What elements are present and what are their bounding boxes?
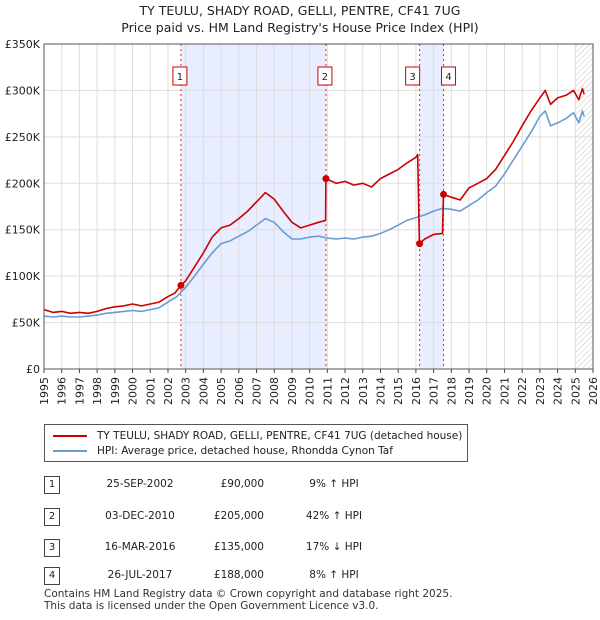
y-tick-label: £200K bbox=[5, 177, 41, 190]
x-tick-label: 2018 bbox=[445, 377, 458, 405]
x-tick-label: 1997 bbox=[73, 377, 86, 405]
sale-price: £188,000 bbox=[213, 569, 264, 581]
x-tick-label: 2007 bbox=[251, 377, 264, 405]
sales-row: 2 03-DEC-2010 £205,000 42% ↑ HPI bbox=[44, 508, 444, 528]
sale-number-box bbox=[172, 66, 188, 86]
x-tick-label: 2023 bbox=[534, 377, 547, 405]
x-tick-label: 1999 bbox=[109, 377, 122, 405]
forecast-hatch bbox=[575, 44, 593, 369]
x-tick-label: 2014 bbox=[374, 377, 387, 405]
x-tick-label: 2020 bbox=[481, 377, 494, 405]
sale-point bbox=[322, 175, 330, 183]
plot-border bbox=[43, 43, 594, 370]
footer-licence: This data is licensed under the Open Gov… bbox=[44, 600, 379, 612]
chart-title: TY TEULU, SHADY ROAD, GELLI, PENTRE, CF4… bbox=[0, 2, 600, 36]
sale-number-box bbox=[317, 66, 333, 86]
price-chart: £0 £50K £100K £150K £200K £250K £300K £350K 1995… bbox=[5, 38, 600, 405]
x-tick-label: 2003 bbox=[180, 377, 193, 405]
sale-price: £205,000 bbox=[213, 510, 264, 522]
x-tick-label: 2011 bbox=[321, 377, 334, 405]
y-tick-label: £0 bbox=[26, 363, 40, 376]
sale-date: 16-MAR-2016 bbox=[104, 541, 176, 553]
x-tick-label: 2019 bbox=[463, 377, 476, 405]
sale-date: 25-SEP-2002 bbox=[106, 478, 174, 490]
sale-number-box bbox=[441, 66, 457, 86]
y-tick-label: £250K bbox=[5, 131, 41, 144]
legend-item-hpi: HPI: Average price, detached house, Rhon… bbox=[53, 444, 393, 458]
sales-row: 3 16-MAR-2016 £135,000 17% ↓ HPI bbox=[44, 539, 444, 559]
legend: TY TEULU, SHADY ROAD, GELLI, PENTRE, CF4… bbox=[44, 424, 468, 462]
x-tick-label: 2001 bbox=[144, 377, 157, 405]
y-tick-label: £100K bbox=[5, 270, 41, 283]
series-line-property bbox=[43, 87, 585, 315]
legend-swatch-hpi bbox=[53, 450, 87, 452]
sale-date: 03-DEC-2010 bbox=[105, 510, 175, 522]
sale-number-badge: 2 bbox=[44, 508, 60, 526]
sale-hpi-comparison: 8% ↑ HPI bbox=[309, 569, 359, 581]
sale-number-label: 4 bbox=[445, 72, 451, 83]
x-tick-label: 2017 bbox=[428, 377, 441, 405]
sale-number-label: 2 bbox=[322, 72, 328, 83]
y-tick-label: £150K bbox=[5, 224, 41, 237]
sale-number-badge: 3 bbox=[44, 539, 60, 557]
x-tick-label: 2009 bbox=[286, 377, 299, 405]
x-tick-label: 1996 bbox=[56, 377, 69, 405]
title-line-2: Price paid vs. HM Land Registry's House … bbox=[121, 20, 479, 35]
x-tick-label: 2004 bbox=[197, 377, 210, 405]
legend-item-property: TY TEULU, SHADY ROAD, GELLI, PENTRE, CF4… bbox=[53, 429, 462, 443]
x-tick-label: 2024 bbox=[552, 377, 565, 405]
x-tick-label: 2002 bbox=[162, 377, 175, 405]
legend-label-property: TY TEULU, SHADY ROAD, GELLI, PENTRE, CF4… bbox=[97, 430, 463, 442]
x-tick-label: 2026 bbox=[587, 377, 600, 405]
x-tick-label: 2013 bbox=[357, 377, 370, 405]
sale-point bbox=[416, 240, 424, 248]
sale-hpi-comparison: 9% ↑ HPI bbox=[309, 478, 359, 490]
x-tick-label: 2015 bbox=[392, 377, 405, 405]
x-tick-label: 2021 bbox=[498, 377, 511, 405]
legend-label-hpi: HPI: Average price, detached house, Rhon… bbox=[97, 445, 393, 457]
sale-number-box bbox=[405, 66, 421, 86]
sale-number-label: 3 bbox=[409, 72, 415, 83]
x-tick-label: 2012 bbox=[339, 377, 352, 405]
x-tick-label: 2025 bbox=[569, 377, 582, 405]
sale-hpi-comparison: 17% ↓ HPI bbox=[305, 541, 363, 553]
x-tick-label: 2016 bbox=[410, 377, 423, 405]
x-tick-label: 1995 bbox=[38, 377, 51, 405]
sale-point bbox=[177, 281, 185, 289]
sale-period-shading bbox=[180, 44, 326, 369]
sale-price: £90,000 bbox=[220, 478, 264, 490]
footer-copyright: Contains HM Land Registry data © Crown c… bbox=[44, 588, 453, 600]
footer: Contains HM Land Registry data © Crown c… bbox=[44, 588, 452, 612]
legend-swatch-property bbox=[53, 435, 87, 437]
y-tick-label: £350K bbox=[5, 38, 41, 51]
sale-number-label: 1 bbox=[177, 72, 183, 83]
sales-row: 4 26-JUL-2017 £188,000 8% ↑ HPI bbox=[44, 567, 444, 587]
x-tick-label: 2005 bbox=[215, 377, 228, 405]
sale-number-badge: 4 bbox=[44, 567, 60, 585]
x-tick-label: 2000 bbox=[127, 377, 140, 405]
sale-period-shading bbox=[419, 44, 444, 369]
x-tick-label: 2022 bbox=[516, 377, 529, 405]
y-tick-label: £50K bbox=[12, 317, 41, 330]
y-tick-label: £300K bbox=[5, 84, 41, 97]
sale-date: 26-JUL-2017 bbox=[107, 569, 173, 581]
x-tick-label: 2008 bbox=[268, 377, 281, 405]
sale-hpi-comparison: 42% ↑ HPI bbox=[305, 510, 363, 522]
sale-point bbox=[440, 190, 448, 198]
x-tick-label: 2006 bbox=[233, 377, 246, 405]
series-line-hpi bbox=[43, 110, 585, 318]
sale-number-badge: 1 bbox=[44, 476, 60, 494]
x-tick-label: 1998 bbox=[91, 377, 104, 405]
sales-row: 1 25-SEP-2002 £90,000 9% ↑ HPI bbox=[44, 476, 444, 496]
title-line-1: TY TEULU, SHADY ROAD, GELLI, PENTRE, CF4… bbox=[139, 3, 461, 18]
sale-price: £135,000 bbox=[213, 541, 264, 553]
x-tick-label: 2010 bbox=[304, 377, 317, 405]
